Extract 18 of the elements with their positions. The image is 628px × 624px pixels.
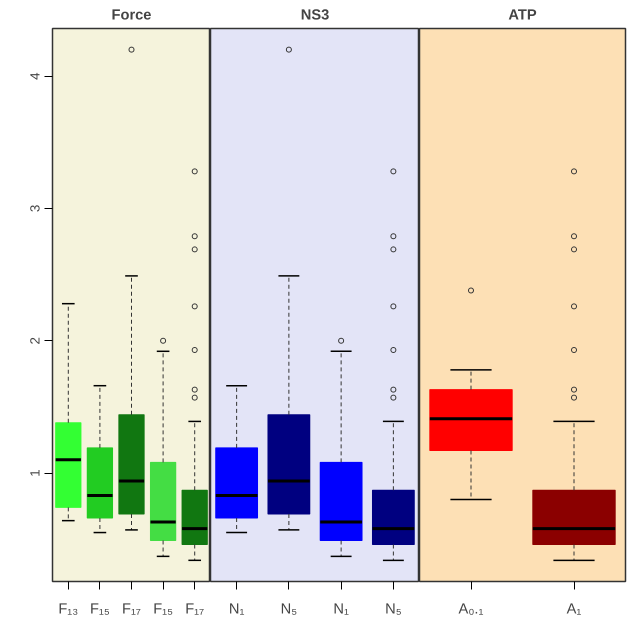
y-tick-label: 4 — [28, 72, 42, 80]
x-tick-label: N₅ — [280, 602, 298, 618]
x-tick-label: F₁₇ — [185, 602, 204, 618]
x-tick-label: F₁₇ — [122, 602, 141, 618]
y-tick-label: 2 — [28, 337, 42, 344]
chart-title: NS3 — [300, 8, 330, 24]
x-tick-label: N₁ — [228, 602, 244, 618]
x-tick-label: N₅ — [385, 602, 402, 618]
x-tick-label: N₁ — [333, 602, 349, 618]
x-tick-label: F₁₅ — [153, 602, 174, 618]
x-tick-label: F₁₃ — [58, 602, 78, 618]
x-tick-label: A₁ — [566, 602, 582, 618]
chart-title: Force — [112, 8, 152, 24]
y-tick-label: 1 — [28, 469, 42, 477]
y-tick-label: 3 — [28, 204, 42, 212]
x-tick-label: A₀.₁ — [458, 602, 484, 618]
chart-title: ATP — [508, 8, 537, 24]
x-tick-label: F₁₅ — [90, 602, 110, 618]
